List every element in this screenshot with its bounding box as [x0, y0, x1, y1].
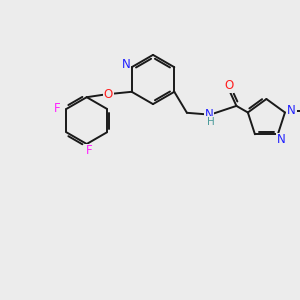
Text: N: N: [122, 58, 131, 71]
Text: O: O: [104, 88, 113, 101]
Text: N: N: [205, 108, 214, 121]
Text: N: N: [287, 104, 296, 118]
Text: O: O: [225, 79, 234, 92]
Text: F: F: [86, 144, 92, 157]
Text: H: H: [207, 117, 214, 127]
Text: F: F: [54, 102, 61, 115]
Text: N: N: [277, 133, 285, 146]
